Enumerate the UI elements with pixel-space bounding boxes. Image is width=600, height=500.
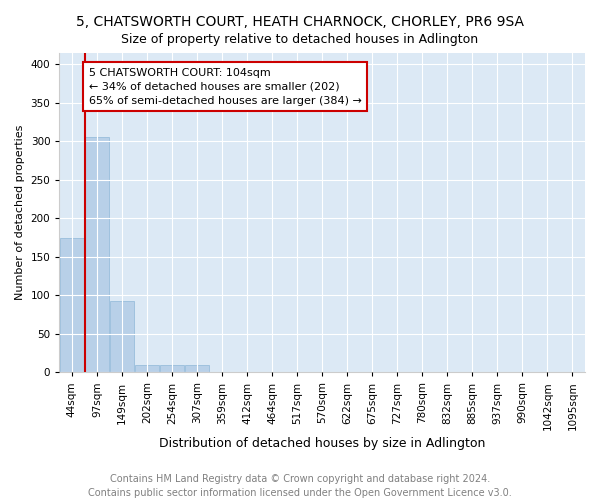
Text: 5, CHATSWORTH COURT, HEATH CHARNOCK, CHORLEY, PR6 9SA: 5, CHATSWORTH COURT, HEATH CHARNOCK, CHO… bbox=[76, 15, 524, 29]
Bar bbox=[85, 138, 109, 372]
Bar bbox=[160, 366, 184, 372]
Y-axis label: Number of detached properties: Number of detached properties bbox=[15, 125, 25, 300]
Text: Size of property relative to detached houses in Adlington: Size of property relative to detached ho… bbox=[121, 32, 479, 46]
Bar bbox=[135, 366, 159, 372]
Text: 5 CHATSWORTH COURT: 104sqm
← 34% of detached houses are smaller (202)
65% of sem: 5 CHATSWORTH COURT: 104sqm ← 34% of deta… bbox=[89, 68, 362, 106]
Text: Contains HM Land Registry data © Crown copyright and database right 2024.
Contai: Contains HM Land Registry data © Crown c… bbox=[88, 474, 512, 498]
X-axis label: Distribution of detached houses by size in Adlington: Distribution of detached houses by size … bbox=[159, 437, 485, 450]
Bar bbox=[60, 238, 84, 372]
Bar bbox=[110, 300, 134, 372]
Bar bbox=[185, 364, 209, 372]
